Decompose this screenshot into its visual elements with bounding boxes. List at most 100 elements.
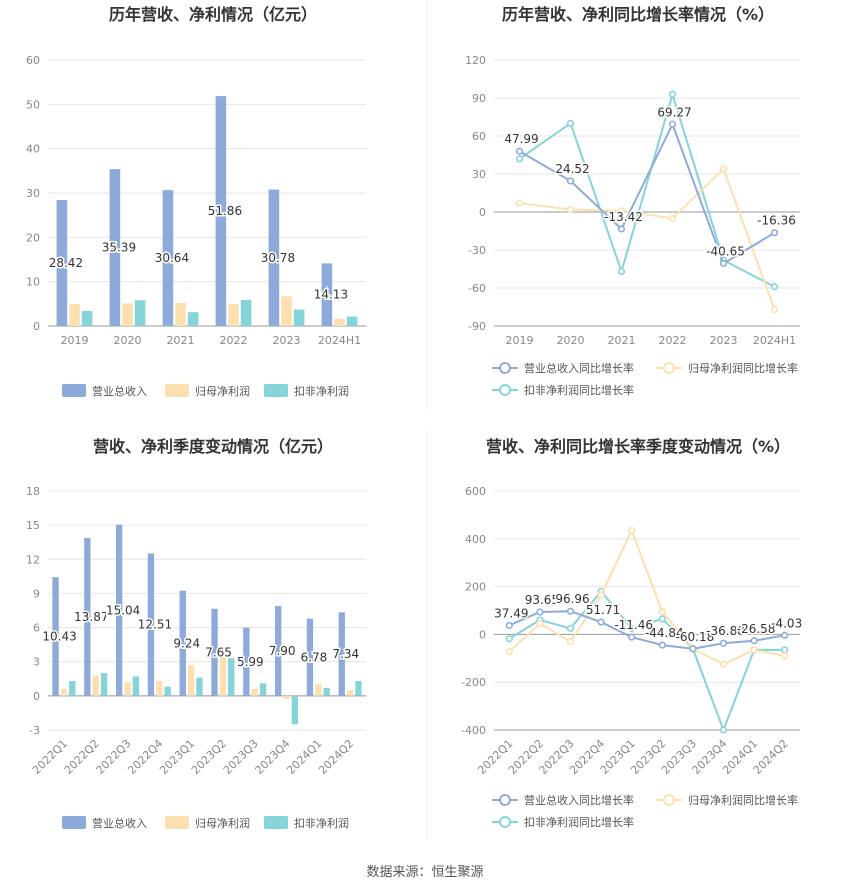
x-tick-label: 2020 — [114, 334, 142, 347]
legend-label: 营业总收入同比增长率 — [524, 793, 634, 807]
y-tick-label: -30 — [468, 244, 486, 257]
data-label: 14.13 — [314, 288, 348, 302]
bar-扣非净利润-2019 — [81, 310, 93, 326]
bar-归母净利润-2019 — [69, 303, 80, 326]
legend-item-营业总收入同比增长率[interactable]: 营业总收入同比增长率 — [492, 361, 634, 375]
legend-swatch — [165, 384, 189, 397]
point-营业总收入同比增长率-2023Q2 — [658, 641, 666, 649]
bar-归母净利润-2023Q1 — [187, 665, 195, 696]
bar-营业总收入-2022 — [215, 96, 227, 326]
y-tick-label: 12 — [26, 553, 40, 566]
data-label: 37.49 — [494, 606, 528, 620]
x-tick-label: 2023 — [710, 334, 738, 347]
bar-归母净利润-2020 — [122, 303, 133, 326]
y-tick-label: -400 — [461, 724, 486, 737]
legend-item-归母净利润[interactable]: 归母净利润 — [165, 384, 250, 398]
data-label: 35.39 — [102, 241, 136, 255]
data-label: 5.99 — [237, 655, 264, 669]
bar-营业总收入-2023Q2 — [211, 608, 218, 696]
data-label: 24.52 — [555, 162, 589, 176]
point-归母净利润同比增长率-2024Q1 — [750, 646, 758, 654]
bar-归母净利润-2022Q2 — [92, 675, 99, 696]
bar-扣非净利润-2020 — [134, 300, 146, 326]
x-tick-label: 2019 — [61, 334, 89, 347]
legend-label: 扣非净利润 — [294, 384, 349, 398]
legend-item-扣非净利润[interactable]: 扣非净利润 — [264, 384, 349, 398]
data-label: 47.99 — [504, 132, 538, 146]
bar-营业总收入-2020 — [109, 169, 121, 326]
x-tick-label: 2024Q2 — [316, 737, 356, 777]
data-label: -44.84 — [645, 626, 684, 640]
legend-swatch-marker — [499, 816, 511, 828]
chart-title: 营收、净利同比增长率季度变动情况（%） — [486, 437, 790, 456]
data-label: 15.04 — [106, 603, 140, 617]
point-扣非净利润同比增长率-2023Q4 — [719, 726, 728, 734]
y-tick-label: 600 — [465, 485, 486, 498]
bar-扣非净利润-2023Q2 — [228, 658, 235, 696]
y-tick-label: 0 — [33, 690, 40, 703]
bar-营业总收入-2023 — [268, 189, 280, 326]
legend-swatch-marker — [499, 384, 511, 396]
data-label: 7.65 — [205, 645, 232, 659]
bar-营业总收入-2024Q1 — [306, 618, 314, 696]
point-扣非净利润同比增长率-2020 — [566, 119, 575, 127]
bar-扣非净利润-2023Q4 — [291, 695, 299, 725]
data-label: -60.18 — [676, 630, 715, 644]
legend-item-归母净利润[interactable]: 归母净利润 — [165, 816, 250, 830]
y-tick-label: -90 — [468, 320, 486, 333]
y-tick-label: 15 — [26, 519, 40, 532]
quarterly-growth-rate-chart: 营收、净利同比增长率季度变动情况（%）-400-2000200400600202… — [461, 437, 804, 829]
legend-item-营业总收入同比增长率[interactable]: 营业总收入同比增长率 — [492, 793, 634, 807]
bar-扣非净利润-2022Q3 — [132, 676, 140, 696]
point-营业总收入同比增长率-2024Q2 — [781, 631, 789, 639]
data-label: -36.88 — [706, 624, 745, 638]
bar-归母净利润-2023Q3 — [251, 689, 258, 696]
legend-label: 扣非净利润同比增长率 — [524, 383, 634, 397]
point-归母净利润同比增长率-2019 — [515, 199, 524, 207]
line-扣非净利润同比增长率 — [508, 589, 785, 733]
bar-扣非净利润-2024Q2 — [355, 681, 362, 696]
point-归母净利润同比增长率-2022Q4 — [597, 591, 605, 599]
point-营业总收入同比增长率-2024Q1 — [750, 637, 758, 645]
data-label: -40.65 — [706, 244, 745, 258]
point-营业总收入同比增长率-2024H1 — [770, 229, 779, 237]
x-tick-label: 2022 — [220, 334, 248, 347]
point-营业总收入同比增长率-2023Q4 — [719, 639, 728, 647]
legend-item-归母净利润同比增长率[interactable]: 归母净利润同比增长率 — [656, 793, 798, 807]
point-归母净利润同比增长率-2024H1 — [770, 305, 779, 314]
point-归母净利润同比增长率-2023Q2 — [658, 608, 666, 616]
legend-item-扣非净利润[interactable]: 扣非净利润 — [264, 816, 349, 830]
y-tick-label: 60 — [472, 130, 486, 143]
y-tick-label: -60 — [468, 282, 486, 295]
legend-item-扣非净利润同比增长率[interactable]: 扣非净利润同比增长率 — [492, 815, 634, 829]
legend-swatch-marker — [663, 362, 675, 374]
legend-label: 营业总收入 — [92, 816, 147, 830]
bar-营业总收入-2024Q2 — [338, 612, 345, 696]
data-label: 51.71 — [586, 603, 620, 617]
legend-item-归母净利润同比增长率[interactable]: 归母净利润同比增长率 — [656, 361, 798, 375]
bar-归母净利润-2022Q1 — [60, 689, 68, 696]
legend-label: 归母净利润同比增长率 — [688, 793, 798, 807]
x-tick-label: 2020 — [557, 334, 585, 347]
bar-扣非净利润-2022Q2 — [100, 673, 108, 696]
y-tick-label: 0 — [33, 320, 40, 333]
point-营业总收入同比增长率-2022Q2 — [536, 608, 544, 616]
bar-扣非净利润-2024H1 — [346, 316, 358, 326]
data-label: -4.03 — [771, 616, 802, 630]
x-tick-label: 2021 — [167, 334, 195, 347]
point-归母净利润同比增长率-2023Q1 — [628, 526, 636, 535]
point-营业总收入同比增长率-2021 — [617, 225, 626, 233]
line-归母净利润同比增长率 — [519, 167, 776, 310]
point-扣非净利润同比增长率-2024H1 — [770, 283, 779, 291]
legend-item-扣非净利润同比增长率[interactable]: 扣非净利润同比增长率 — [492, 383, 634, 397]
data-label: -16.36 — [757, 214, 796, 228]
point-扣非净利润同比增长率-2022Q1 — [505, 635, 513, 643]
legend-label: 营业总收入 — [92, 384, 147, 398]
data-label: 96.96 — [555, 592, 589, 606]
legend-item-营业总收入[interactable]: 营业总收入 — [62, 384, 147, 398]
bar-营业总收入-2022Q1 — [52, 577, 59, 696]
data-label: 28.42 — [49, 256, 83, 270]
legend-item-营业总收入[interactable]: 营业总收入 — [62, 816, 147, 830]
bar-归母净利润-2024Q1 — [315, 684, 322, 696]
